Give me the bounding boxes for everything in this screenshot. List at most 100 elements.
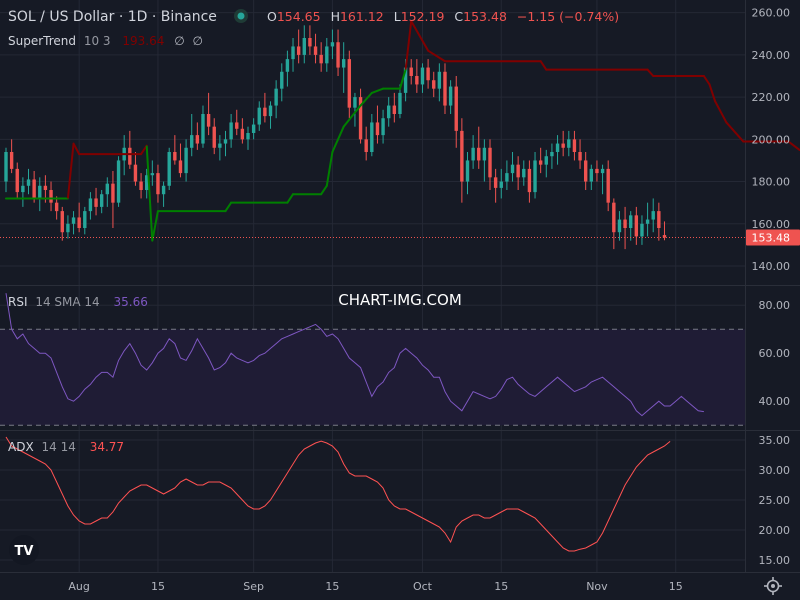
candle[interactable] <box>94 187 98 216</box>
candle[interactable] <box>448 80 453 114</box>
candle[interactable] <box>392 92 397 123</box>
candle[interactable] <box>561 130 565 157</box>
candle[interactable] <box>443 63 447 114</box>
last-price-tag[interactable] <box>746 229 800 246</box>
candle[interactable] <box>280 63 284 102</box>
candle[interactable] <box>499 168 503 199</box>
candle[interactable] <box>612 198 616 250</box>
gear-icon[interactable] <box>764 577 782 595</box>
candle[interactable] <box>471 135 475 169</box>
candle[interactable] <box>617 211 622 241</box>
candle[interactable] <box>178 143 183 178</box>
candle[interactable] <box>49 181 53 212</box>
candle[interactable] <box>375 105 380 144</box>
candle[interactable] <box>493 168 498 203</box>
candle[interactable] <box>454 76 458 148</box>
candle[interactable] <box>583 152 588 190</box>
candle[interactable] <box>657 202 661 241</box>
candle[interactable] <box>364 126 368 161</box>
candle[interactable] <box>358 88 363 144</box>
candle[interactable] <box>38 177 42 212</box>
candle[interactable] <box>645 202 650 237</box>
candle[interactable] <box>240 118 245 144</box>
candle[interactable] <box>477 126 481 169</box>
candle[interactable] <box>161 181 166 207</box>
candle[interactable] <box>488 139 492 190</box>
candle[interactable] <box>538 147 543 174</box>
candle[interactable] <box>156 164 160 203</box>
rsi-legend[interactable]: RSI 14 SMA 14 35.66 <box>8 295 148 309</box>
candle[interactable] <box>184 139 188 182</box>
candle[interactable] <box>550 143 554 169</box>
candle[interactable] <box>522 160 526 186</box>
candle[interactable] <box>437 63 442 102</box>
candle[interactable] <box>555 135 560 165</box>
candle[interactable] <box>206 92 211 136</box>
candle[interactable] <box>285 50 290 87</box>
candle[interactable] <box>432 71 436 98</box>
candle[interactable] <box>578 139 582 169</box>
candle[interactable] <box>302 25 306 64</box>
candle[interactable] <box>634 206 639 245</box>
candle[interactable] <box>150 160 155 186</box>
candle[interactable] <box>195 122 200 150</box>
candle[interactable] <box>319 42 323 72</box>
candle[interactable] <box>640 215 644 245</box>
adx-legend[interactable]: ADX 14 14 34.77 <box>8 440 124 454</box>
candle[interactable] <box>26 168 31 195</box>
candle[interactable] <box>398 84 402 119</box>
candle[interactable] <box>190 114 194 157</box>
candle[interactable] <box>15 162 19 199</box>
candle[interactable] <box>60 206 64 241</box>
candle[interactable] <box>387 97 391 127</box>
candle[interactable] <box>257 101 261 131</box>
candle[interactable] <box>167 147 171 190</box>
candle[interactable] <box>218 135 222 161</box>
candle[interactable] <box>420 63 425 93</box>
candle[interactable] <box>595 160 599 182</box>
candle[interactable] <box>111 171 115 228</box>
tradingview-logo[interactable]: TV <box>9 535 39 565</box>
candle[interactable] <box>589 164 594 190</box>
candle[interactable] <box>145 168 149 199</box>
candle[interactable] <box>330 29 335 60</box>
candle[interactable] <box>482 139 487 182</box>
candle[interactable] <box>32 171 36 203</box>
candle[interactable] <box>4 147 8 193</box>
candle[interactable] <box>9 139 14 174</box>
candle[interactable] <box>353 92 357 127</box>
candle[interactable] <box>381 109 385 144</box>
candle[interactable] <box>629 211 633 241</box>
candle[interactable] <box>662 221 667 241</box>
candle[interactable] <box>212 118 216 155</box>
candle[interactable] <box>133 152 138 186</box>
candle[interactable] <box>533 152 537 199</box>
candle[interactable] <box>527 160 532 203</box>
candle[interactable] <box>229 114 233 148</box>
candle[interactable] <box>336 29 340 76</box>
candle[interactable] <box>409 59 413 85</box>
candle[interactable] <box>246 126 250 150</box>
candle[interactable] <box>567 130 571 157</box>
candle[interactable] <box>83 206 87 235</box>
candle[interactable] <box>460 118 464 203</box>
candle[interactable] <box>99 190 104 214</box>
candle[interactable] <box>415 59 419 93</box>
candle[interactable] <box>505 160 509 190</box>
candle[interactable] <box>313 33 318 64</box>
candle[interactable] <box>66 215 70 239</box>
candle[interactable] <box>21 177 25 207</box>
candle[interactable] <box>651 198 655 233</box>
candle[interactable] <box>235 109 239 136</box>
candle[interactable] <box>370 114 374 157</box>
candle[interactable] <box>510 152 515 182</box>
candle[interactable] <box>426 59 430 89</box>
candle[interactable] <box>544 149 548 178</box>
candle[interactable] <box>71 211 76 235</box>
candle[interactable] <box>308 25 312 55</box>
candle[interactable] <box>623 206 627 250</box>
symbol-legend[interactable]: SOL / US Dollar · 1D · Binance O154.65 H… <box>8 9 619 25</box>
candle[interactable] <box>54 196 59 220</box>
candle[interactable] <box>274 80 278 119</box>
